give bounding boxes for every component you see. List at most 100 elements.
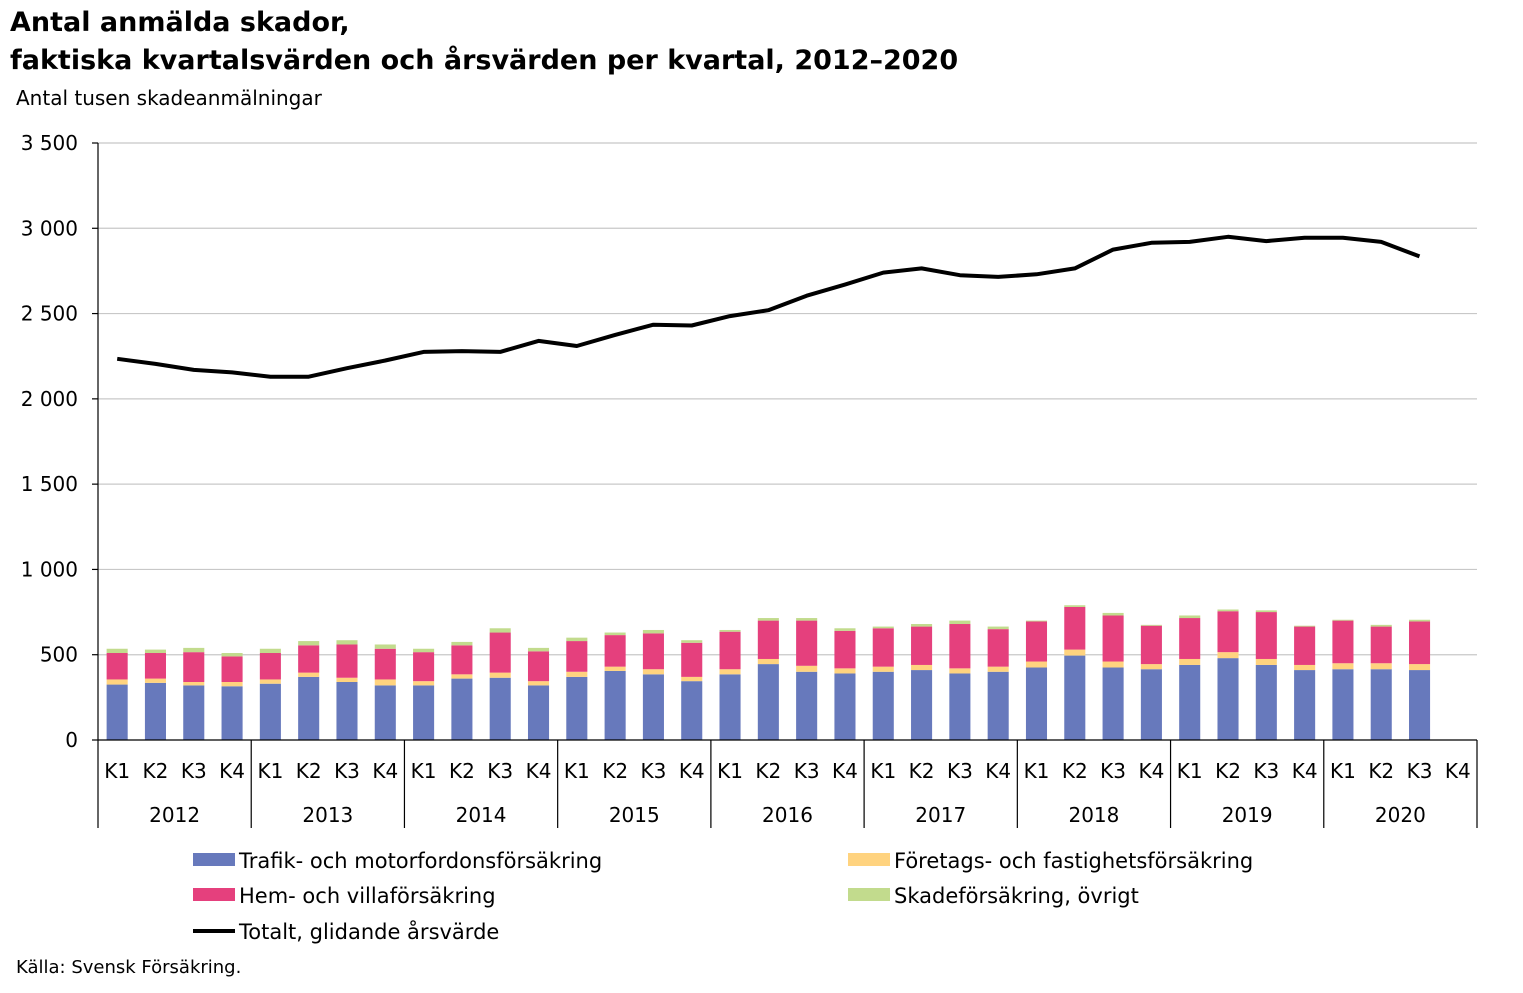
x-tick-label-year: 2017 xyxy=(915,803,966,827)
bar-segment xyxy=(221,656,243,683)
bar-segment xyxy=(144,649,166,654)
legend-label: Hem- och villaförsäkring xyxy=(239,884,496,908)
x-tick-label-year: 2013 xyxy=(302,803,353,827)
bar-segment xyxy=(681,676,703,682)
bar-segment xyxy=(1370,626,1392,664)
x-tick-label-quarter: K4 xyxy=(1292,759,1318,783)
bar-segment xyxy=(259,683,281,740)
x-tick-label-year: 2012 xyxy=(149,803,200,827)
bar-segment xyxy=(1370,669,1392,740)
y-tick-label: 1 000 xyxy=(21,557,78,581)
bar-segment xyxy=(527,647,550,652)
bar-segment xyxy=(298,672,320,677)
bar-segment xyxy=(336,682,358,740)
bar-segment xyxy=(1025,621,1048,662)
bar-segment xyxy=(527,685,550,740)
x-tick-label-quarter: K1 xyxy=(717,759,743,783)
bar-segment xyxy=(413,681,435,686)
x-tick-label-quarter: K4 xyxy=(1138,759,1164,783)
bar-segment xyxy=(1409,670,1431,740)
bar-segment xyxy=(681,640,703,643)
x-tick-label-quarter: K2 xyxy=(1368,759,1394,783)
y-axis-label: Antal tusen skadeanmälningar xyxy=(16,86,322,110)
bar-segment xyxy=(604,635,626,667)
bar-segment xyxy=(681,642,703,677)
bar-segment xyxy=(796,618,818,621)
bar-segment xyxy=(221,653,243,657)
bar-segment xyxy=(106,684,128,740)
x-tick-label-quarter: K4 xyxy=(526,759,552,783)
bar-segment xyxy=(1140,625,1162,665)
bar-segment xyxy=(221,686,243,740)
bar-segment xyxy=(183,685,205,740)
bar-segment xyxy=(413,648,435,653)
x-tick-label-quarter: K2 xyxy=(143,759,169,783)
bar-segment xyxy=(336,644,358,678)
total-line xyxy=(116,234,1421,379)
bar-segment xyxy=(1140,669,1162,740)
bar-segment xyxy=(1409,621,1431,665)
bar-segment xyxy=(489,677,511,740)
bar-segment xyxy=(642,669,664,675)
bar-segment xyxy=(642,674,664,740)
x-tick-label-quarter: K2 xyxy=(1062,759,1088,783)
x-tick-label-quarter: K4 xyxy=(985,759,1011,783)
x-tick-label-quarter: K3 xyxy=(1100,759,1126,783)
y-tick-label: 2 000 xyxy=(21,387,78,411)
bar-segment xyxy=(566,676,588,740)
bar-segment xyxy=(259,653,281,680)
bar-segment xyxy=(451,678,473,740)
x-tick-label-quarter: K2 xyxy=(909,759,935,783)
bar-segment xyxy=(872,628,894,667)
bar-segment xyxy=(1294,626,1316,665)
bar-segment xyxy=(1255,612,1277,659)
bar-segment xyxy=(757,658,779,665)
bar-segment xyxy=(1064,649,1086,656)
bar-segment xyxy=(949,673,971,740)
y-tick-label: 500 xyxy=(40,643,78,667)
bar-segment xyxy=(1370,663,1392,670)
bar-segment xyxy=(757,620,779,659)
bar-segment xyxy=(298,676,320,740)
x-tick-label-year: 2014 xyxy=(456,803,507,827)
chart-title: Antal anmälda skador, faktiska kvartalsv… xyxy=(10,4,958,80)
bar-segment xyxy=(183,647,205,653)
bar-segment xyxy=(719,669,741,675)
bar-segment xyxy=(1179,618,1201,659)
bar-segment xyxy=(1025,661,1048,668)
bar-segment xyxy=(719,629,741,632)
x-tick-label-year: 2016 xyxy=(762,803,813,827)
x-tick-label-year: 2018 xyxy=(1068,803,1119,827)
bar-segment xyxy=(987,629,1009,667)
bar-segment xyxy=(1255,664,1277,740)
bar-segment xyxy=(527,651,550,682)
bar-segment xyxy=(336,640,358,645)
bar-segment xyxy=(834,628,856,631)
bar-segment xyxy=(1332,620,1354,664)
legend-label: Företags- och fastighetsförsäkring xyxy=(894,849,1253,873)
bar-segment xyxy=(911,670,933,740)
bar-segment xyxy=(872,626,894,629)
bar-segment xyxy=(757,618,779,621)
bar-segment xyxy=(1217,658,1239,740)
bar-segment xyxy=(1140,624,1162,626)
bar-segment xyxy=(489,672,511,678)
bar-segment xyxy=(1064,606,1086,650)
bar-segment xyxy=(374,685,396,740)
bar-segment xyxy=(834,630,856,669)
bar-segment xyxy=(1294,670,1316,740)
bar-segment xyxy=(1102,661,1124,668)
legend-label: Skadeförsäkring, övrigt xyxy=(894,884,1139,908)
x-tick-label-quarter: K2 xyxy=(755,759,781,783)
bar-segment xyxy=(1370,624,1392,627)
x-tick-label-quarter: K3 xyxy=(1407,759,1433,783)
x-tick-label-quarter: K1 xyxy=(564,759,590,783)
bar-segment xyxy=(489,632,511,673)
bar-segment xyxy=(719,674,741,740)
bar-segment xyxy=(413,685,435,740)
bar-segment xyxy=(1064,605,1086,607)
y-tick-label: 3 000 xyxy=(21,216,78,240)
bar-segment xyxy=(1294,625,1316,627)
bar-segment xyxy=(451,641,473,646)
